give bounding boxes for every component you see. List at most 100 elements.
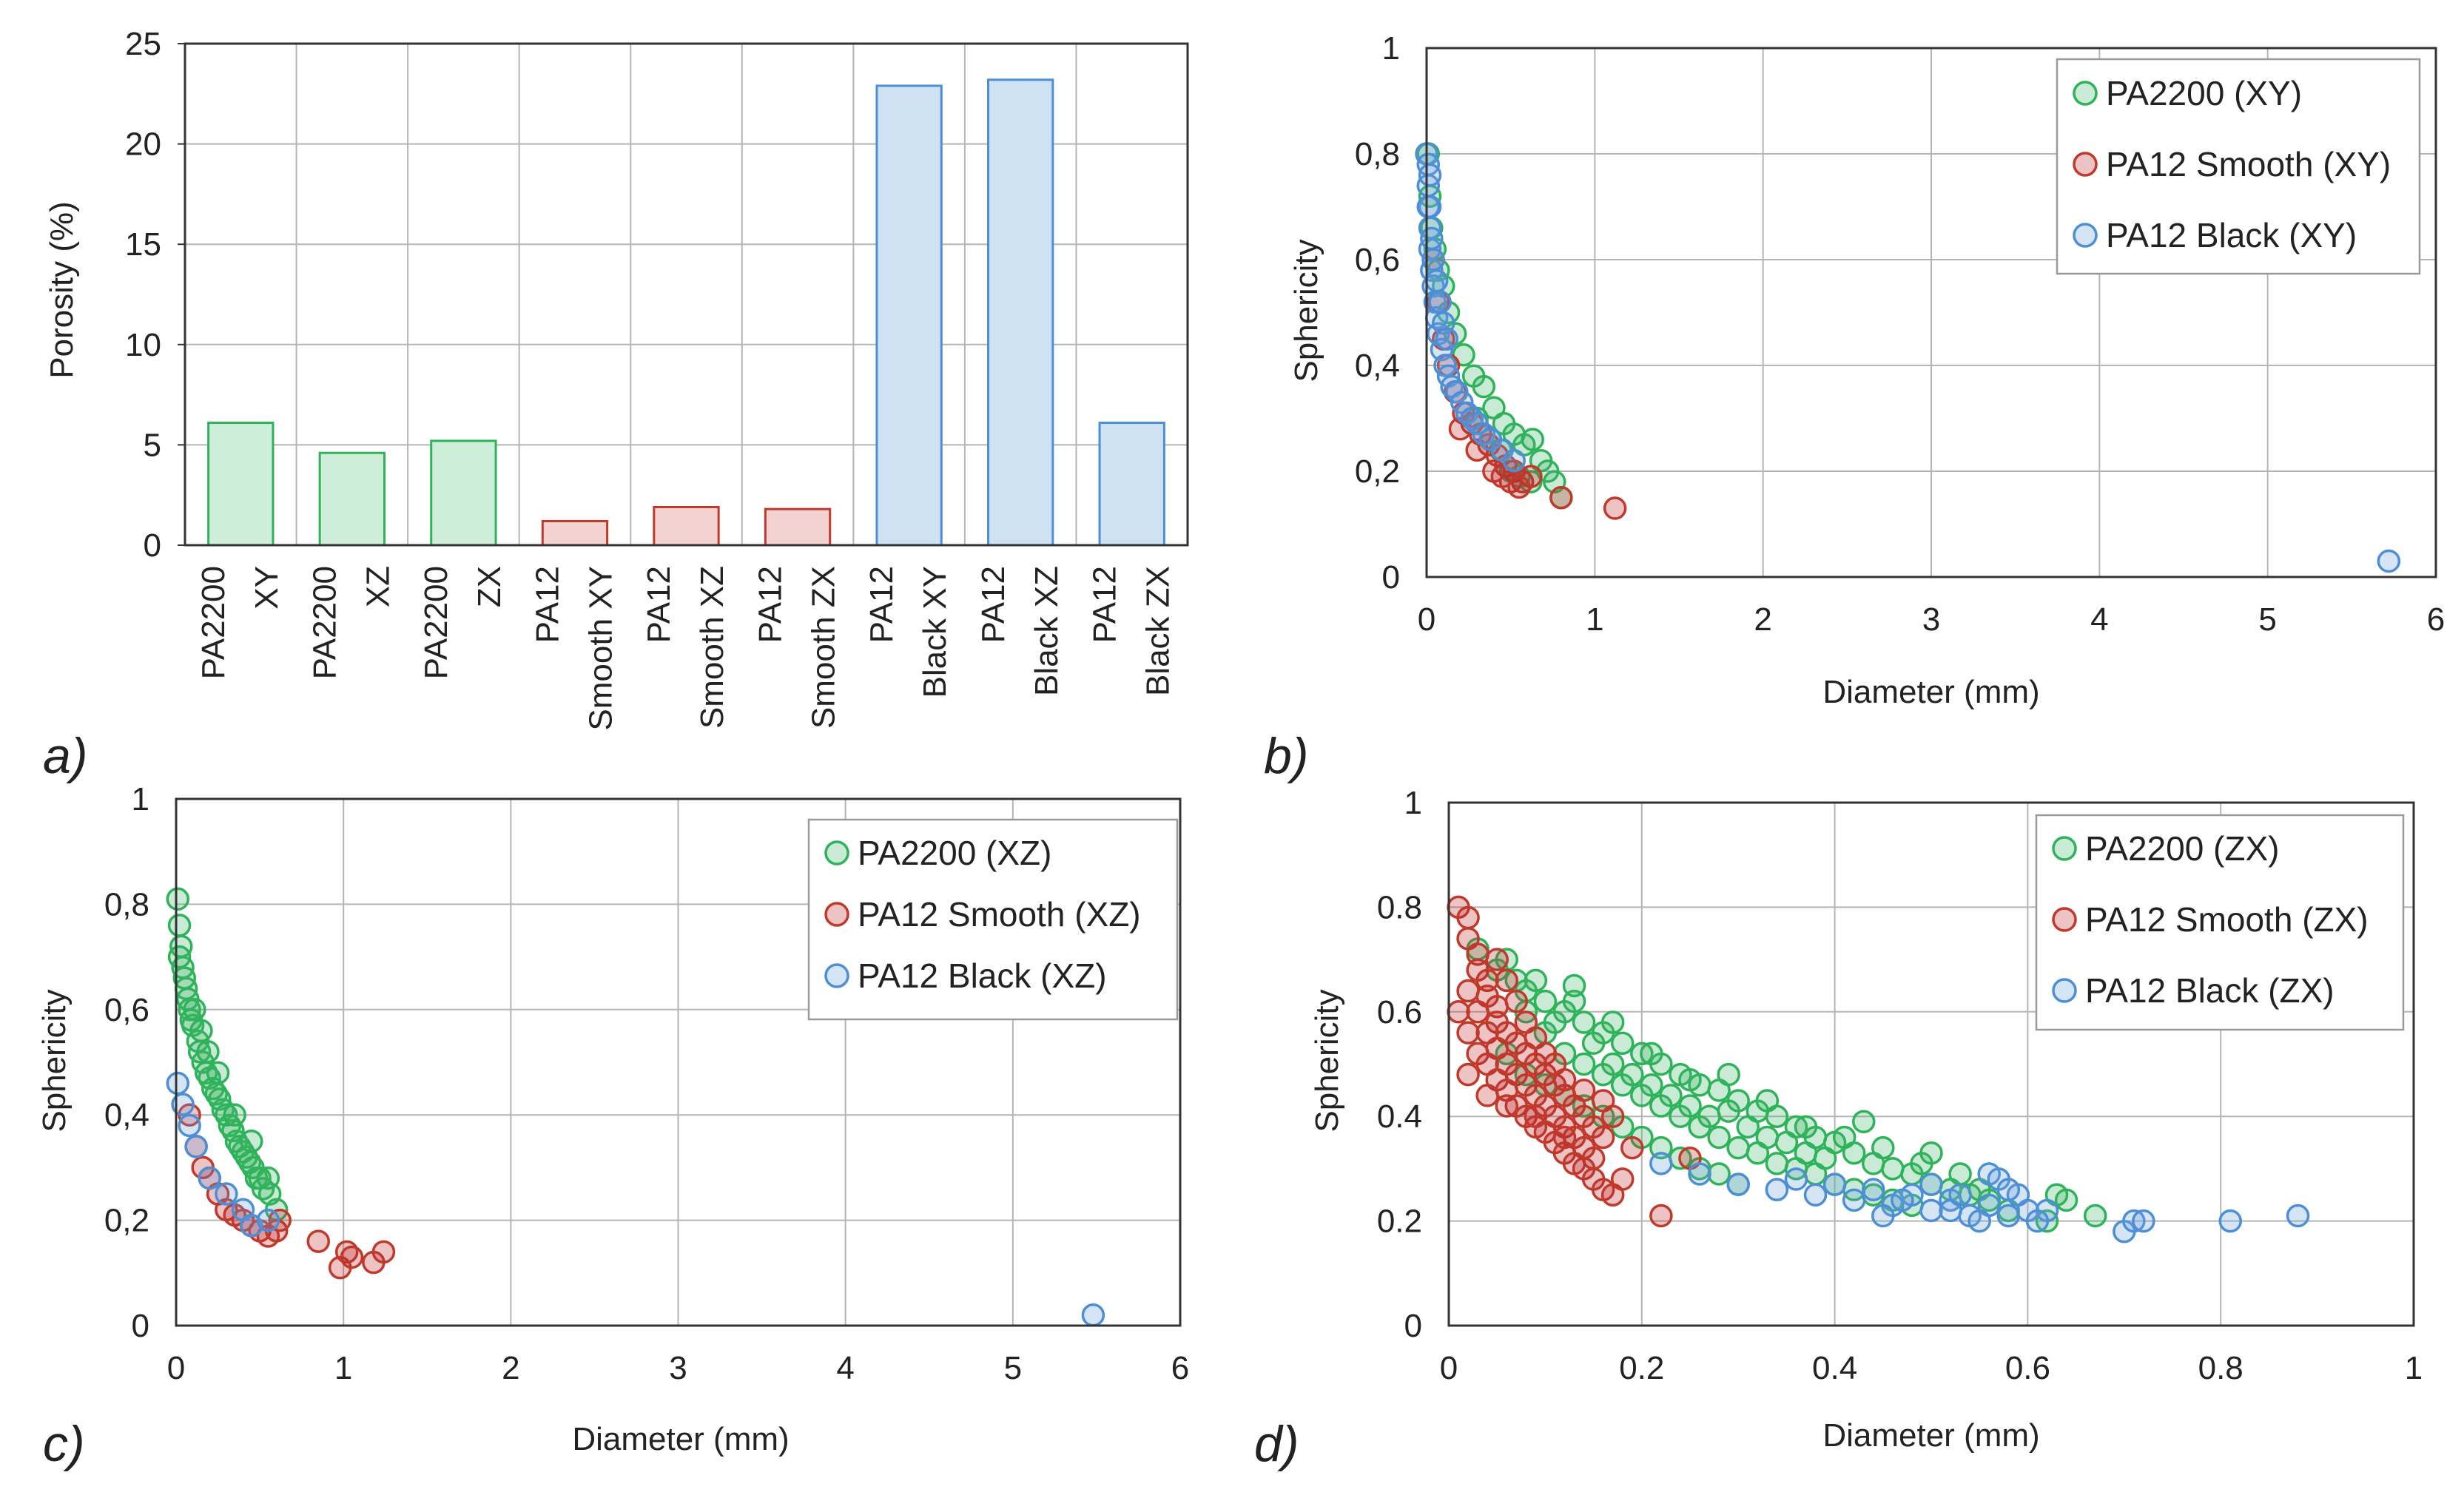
panel-c-y-axis-label: Sphericity [36, 989, 73, 1132]
panel-d-point-red [1475, 1084, 1499, 1107]
panel-d-point-red [1495, 1094, 1518, 1118]
panel-b-point-blue [1502, 448, 1526, 473]
panel-c-x-tick-label: 0 [167, 1350, 185, 1386]
panel-d-point-red [1456, 905, 1480, 930]
panel-c-point-green [183, 998, 206, 1022]
panel-d-point-green [1736, 1115, 1760, 1139]
panel-d-point-blue [1891, 1188, 1914, 1212]
panel-d-point-blue [1822, 1172, 1847, 1196]
panel-a-x-tick-label: Smooth ZX [806, 566, 842, 729]
panel-c-plot-border [175, 797, 1182, 1327]
panel-d-point-green [1755, 1125, 1780, 1150]
panel-c-plot-frame [175, 797, 1182, 1327]
panel-b-x-tick-label: 3 [1922, 601, 1940, 638]
panel-b-letter: b) [1264, 728, 1308, 784]
panel-d-legend-marker-green [2052, 836, 2077, 861]
panel-d-y-tick-labels: 0 0.2 0.4 0.6 0.8 1 [1377, 785, 1422, 1344]
panel-d-point-green [1678, 1067, 1702, 1092]
panel-d-point-green [1755, 1089, 1780, 1113]
panel-d-y-tick-label: 1 [1404, 785, 1422, 821]
panel-d-point-blue [1996, 1178, 2021, 1201]
panel-c-legend-label: PA12 Smooth (XZ) [858, 895, 1141, 934]
panel-b-point-green [1472, 374, 1496, 399]
panel-d-point-blue [1968, 1209, 1991, 1233]
panel-d-point-red [1610, 1167, 1635, 1191]
panel-d-x-tick-label: 0.4 [1812, 1350, 1857, 1386]
panel-d-y-tick-label: 0.6 [1377, 994, 1422, 1030]
panel-b-x-tick-label: 5 [2258, 601, 2276, 638]
panel-d-point-green [1832, 1125, 1857, 1150]
panel-d-legend: PA2200 (ZX) PA12 Smooth (ZX) PA12 Black (Z… [2035, 814, 2405, 1031]
panel-d-legend-box [2035, 814, 2405, 1031]
panel-a-x-tick-label: PA12 [1086, 566, 1122, 643]
panel-d-point-blue [2286, 1204, 2310, 1228]
panel-d-y-tick-label: 0.4 [1377, 1099, 1422, 1135]
panel-d-x-tick-label: 0.6 [2005, 1350, 2050, 1386]
panel-c-legend-box [807, 818, 1179, 1021]
panel-d-point-blue [1765, 1178, 1789, 1201]
panel-c-y-tick-label: 0,4 [104, 1097, 149, 1133]
panel-b-y-tick-label: 0,2 [1355, 453, 1400, 490]
panel-b-x-tick-labels: 0 1 2 3 4 5 6 [1418, 601, 2445, 638]
panel-c-y-tick-label: 0 [132, 1308, 149, 1344]
panel-d-point-green [1774, 1130, 1799, 1155]
panel-d-point-green [1610, 1031, 1635, 1055]
panel-d-plot-frame [1447, 801, 2415, 1327]
panel-b-point-red [1490, 465, 1515, 488]
panel-c-point-green [248, 1166, 272, 1190]
panel-d-point-green [1543, 1010, 1567, 1034]
panel-d-point-green [1707, 1162, 1731, 1186]
panel-d-point-green [1572, 1052, 1596, 1076]
panel-d-point-green [1871, 1135, 1895, 1160]
panel-d-point-red [1456, 1021, 1480, 1045]
panel-a-bar [207, 422, 275, 547]
panel-d-point-blue [1862, 1178, 1885, 1201]
panel-d-scatter-chart: 0 0.2 0.4 0.6 0.8 1 0 0.2 0.4 0.6 0.8 1 Diameter (… [1254, 785, 2423, 1472]
panel-d-y-axis-label: Sphericity [1309, 989, 1345, 1132]
panel-d-point-green [2083, 1204, 2107, 1228]
panel-c-y-tick-label: 0,8 [104, 886, 149, 922]
panel-d-point-green [1524, 968, 1548, 993]
panel-c-point-blue [256, 1208, 280, 1232]
panel-d-point-blue [1919, 1172, 1943, 1196]
panel-b-point-blue [1418, 163, 1442, 187]
panel-d-point-blue [1803, 1183, 1828, 1207]
panel-b-points [1415, 142, 2401, 573]
panel-c-x-tick-labels: 0 1 2 3 4 5 6 [167, 1350, 1189, 1386]
panel-d-point-blue [2218, 1209, 2242, 1233]
panel-a-y-tick-label: 10 [125, 327, 161, 363]
panel-d-point-green [1919, 1141, 1943, 1165]
panel-a-x-tick-label: PA12 [864, 566, 900, 643]
panel-c-legend: PA2200 (XZ) PA12 Smooth (XZ) PA12 Black (X… [807, 818, 1179, 1021]
panel-d-x-axis-label: Diameter (mm) [1822, 1417, 2039, 1454]
panel-a-bar [653, 505, 720, 547]
panel-d-points [1447, 895, 2310, 1243]
panel-b-plot-frame [1425, 47, 2437, 578]
panel-d-point-blue [1842, 1188, 1866, 1212]
panel-b-x-tick-label: 1 [1586, 601, 1603, 638]
panel-a-y-tick-label: 15 [125, 226, 161, 263]
panel-d-y-tick-label: 0 [1404, 1308, 1422, 1344]
panel-c-point-green [166, 887, 190, 911]
panel-b-scatter-chart: 0 0,2 0,4 0,6 0,8 1 0 1 2 3 4 5 6 Diameter (mm) Sph… [1264, 30, 2445, 784]
panel-c-point-red [268, 1208, 292, 1232]
panel-d-point-red [1466, 1000, 1489, 1024]
panel-d-point-green [1851, 1110, 1876, 1134]
panel-d-point-green [1813, 1147, 1837, 1170]
panel-b-y-tick-label: 0,4 [1355, 348, 1400, 384]
panel-c-legend-marker-green [824, 840, 849, 865]
panel-d-point-red [1591, 1125, 1615, 1150]
panel-b-point-blue [1416, 195, 1441, 219]
panel-a-x-tick-label: XY [249, 566, 285, 610]
panel-c-point-red [340, 1245, 364, 1269]
panel-c-points [166, 887, 1105, 1327]
panel-d-point-red [1552, 1125, 1577, 1150]
panel-b-legend-marker-red [2073, 152, 2098, 177]
panel-a-bar [764, 507, 832, 547]
panel-d-legend-marker-blue [2052, 978, 2077, 1003]
panel-b-legend: PA2200 (XY) PA12 Smooth (XY) PA12 Black (X… [2056, 58, 2421, 275]
panel-c-point-green [167, 914, 192, 937]
panel-b-y-tick-label: 0,6 [1355, 242, 1400, 278]
panel-b-point-blue [1420, 226, 1444, 251]
